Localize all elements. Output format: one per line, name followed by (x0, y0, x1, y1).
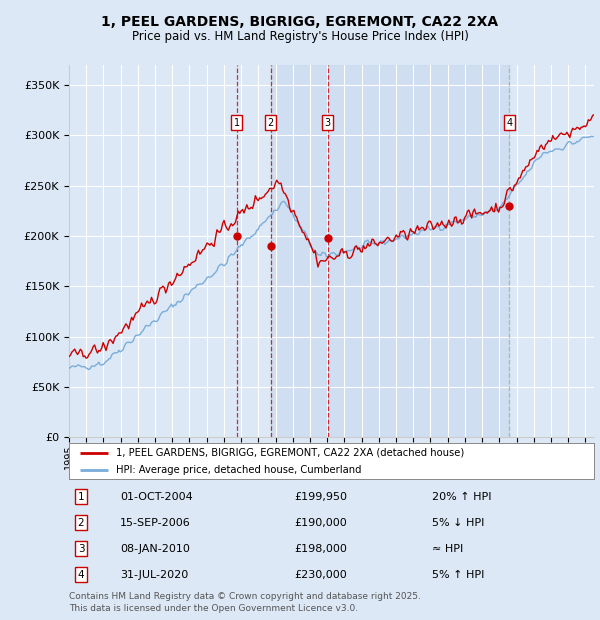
Text: 5% ↓ HPI: 5% ↓ HPI (432, 518, 484, 528)
Text: HPI: Average price, detached house, Cumberland: HPI: Average price, detached house, Cumb… (116, 464, 362, 475)
Text: 5% ↑ HPI: 5% ↑ HPI (432, 570, 484, 580)
Text: 1: 1 (77, 492, 85, 502)
Text: 3: 3 (325, 118, 331, 128)
Text: £199,950: £199,950 (294, 492, 347, 502)
Text: 2: 2 (77, 518, 85, 528)
Text: 1, PEEL GARDENS, BIGRIGG, EGREMONT, CA22 2XA (detached house): 1, PEEL GARDENS, BIGRIGG, EGREMONT, CA22… (116, 448, 464, 458)
Text: 4: 4 (506, 118, 512, 128)
Text: Price paid vs. HM Land Registry's House Price Index (HPI): Price paid vs. HM Land Registry's House … (131, 30, 469, 43)
Text: £198,000: £198,000 (294, 544, 347, 554)
Text: 3: 3 (77, 544, 85, 554)
Text: 01-OCT-2004: 01-OCT-2004 (120, 492, 193, 502)
Text: ≈ HPI: ≈ HPI (432, 544, 463, 554)
Text: 2: 2 (268, 118, 274, 128)
Text: 31-JUL-2020: 31-JUL-2020 (120, 570, 188, 580)
Text: 15-SEP-2006: 15-SEP-2006 (120, 518, 191, 528)
Bar (271, 65, 509, 437)
Text: 1: 1 (234, 118, 240, 128)
Text: £230,000: £230,000 (294, 570, 347, 580)
Text: 08-JAN-2010: 08-JAN-2010 (120, 544, 190, 554)
Text: 1, PEEL GARDENS, BIGRIGG, EGREMONT, CA22 2XA: 1, PEEL GARDENS, BIGRIGG, EGREMONT, CA22… (101, 16, 499, 30)
Text: 20% ↑ HPI: 20% ↑ HPI (432, 492, 491, 502)
Text: £190,000: £190,000 (294, 518, 347, 528)
Text: 4: 4 (77, 570, 85, 580)
Text: Contains HM Land Registry data © Crown copyright and database right 2025.
This d: Contains HM Land Registry data © Crown c… (69, 591, 421, 613)
